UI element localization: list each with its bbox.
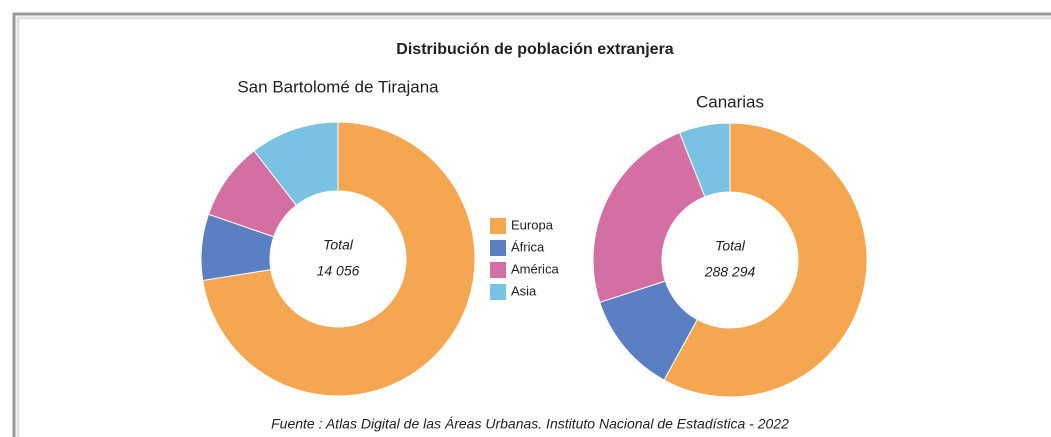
donut-slice xyxy=(253,121,339,206)
donut-title: San Bartolomé de Tirajana xyxy=(237,77,439,96)
center-value: 14 056 xyxy=(317,263,360,279)
legend-label: África xyxy=(511,239,545,254)
donut-slice xyxy=(202,121,476,397)
legend-swatch xyxy=(490,218,506,234)
donut-slice xyxy=(592,131,706,303)
legend-swatch xyxy=(490,240,506,256)
donut-slice xyxy=(678,122,731,198)
card-border xyxy=(12,12,1051,437)
center-value: 288 294 xyxy=(704,264,756,280)
legend-swatch xyxy=(490,284,506,300)
card-shadow xyxy=(16,16,1051,437)
donut-title: Canarias xyxy=(696,92,764,111)
center-label: Total xyxy=(715,238,746,254)
legend-swatch xyxy=(490,262,506,278)
legend-label: América xyxy=(511,261,559,276)
chart-title: Distribución de población extranjera xyxy=(396,41,673,58)
source: Fuente : Atlas Digital de las Áreas Urba… xyxy=(271,416,789,432)
legend-label: Asia xyxy=(511,283,537,298)
donut-slice xyxy=(663,122,868,398)
center-label: Total xyxy=(323,237,354,253)
legend-label: Europa xyxy=(511,217,554,232)
